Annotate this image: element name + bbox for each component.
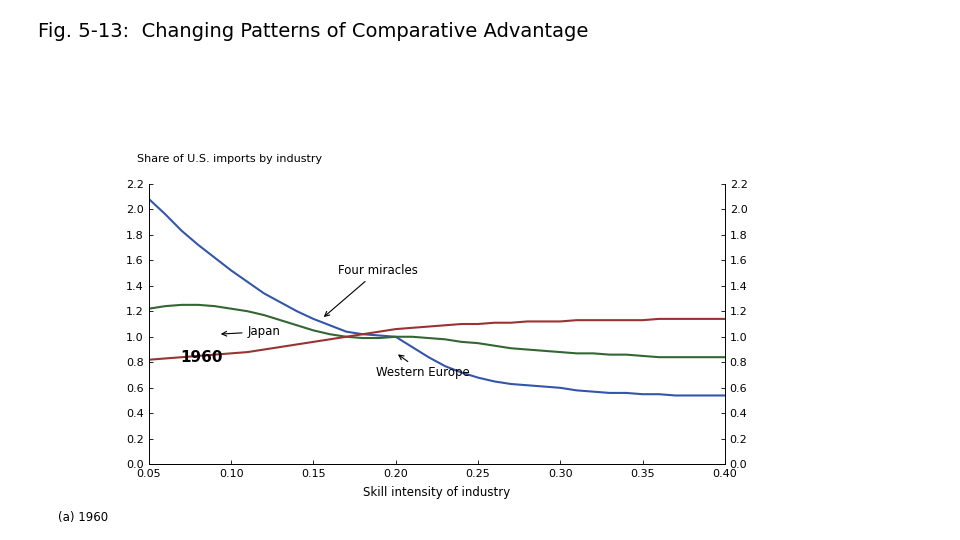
Text: Four miracles: Four miracles	[324, 264, 418, 316]
Text: (a) 1960: (a) 1960	[58, 511, 108, 524]
Text: 1960: 1960	[180, 350, 223, 365]
X-axis label: Skill intensity of industry: Skill intensity of industry	[363, 486, 511, 499]
Text: Western Europe: Western Europe	[376, 355, 469, 379]
Text: Fig. 5-13:  Changing Patterns of Comparative Advantage: Fig. 5-13: Changing Patterns of Comparat…	[38, 22, 588, 40]
Text: Japan: Japan	[222, 325, 280, 338]
Text: Share of U.S. imports by industry: Share of U.S. imports by industry	[137, 154, 323, 164]
